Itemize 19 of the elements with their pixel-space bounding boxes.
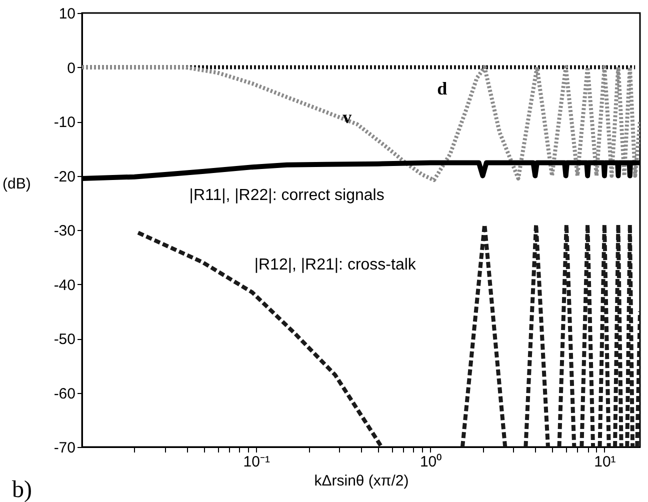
- x-axis-title: kΔrsinθ (xπ/2): [314, 472, 409, 490]
- series-label: |R11|, |R22|: correct signals: [189, 186, 384, 204]
- series-label: v: [342, 107, 352, 128]
- y-tick-label: -40: [54, 276, 76, 294]
- y-tick-label: -20: [54, 168, 76, 186]
- x-tick-label: 10⁻¹: [243, 454, 270, 470]
- y-tick-label: -30: [54, 222, 76, 240]
- y-tick-label: 10: [58, 6, 76, 22]
- y-tick-label: -50: [54, 331, 76, 348]
- y-tick-label: -60: [54, 385, 76, 402]
- y-tick-label: -10: [54, 114, 76, 131]
- y-tick-label: -70: [54, 440, 76, 456]
- series-label: |R12|, |R21|: cross-talk: [254, 256, 417, 274]
- y-tick-label: 0: [67, 60, 76, 77]
- series-label: d: [437, 78, 448, 98]
- text: b): [12, 477, 32, 502]
- x-tick-label: 10¹: [594, 454, 616, 470]
- y-axis-title: (dB): [2, 175, 31, 192]
- x-tick-label: 10⁰: [420, 454, 442, 470]
